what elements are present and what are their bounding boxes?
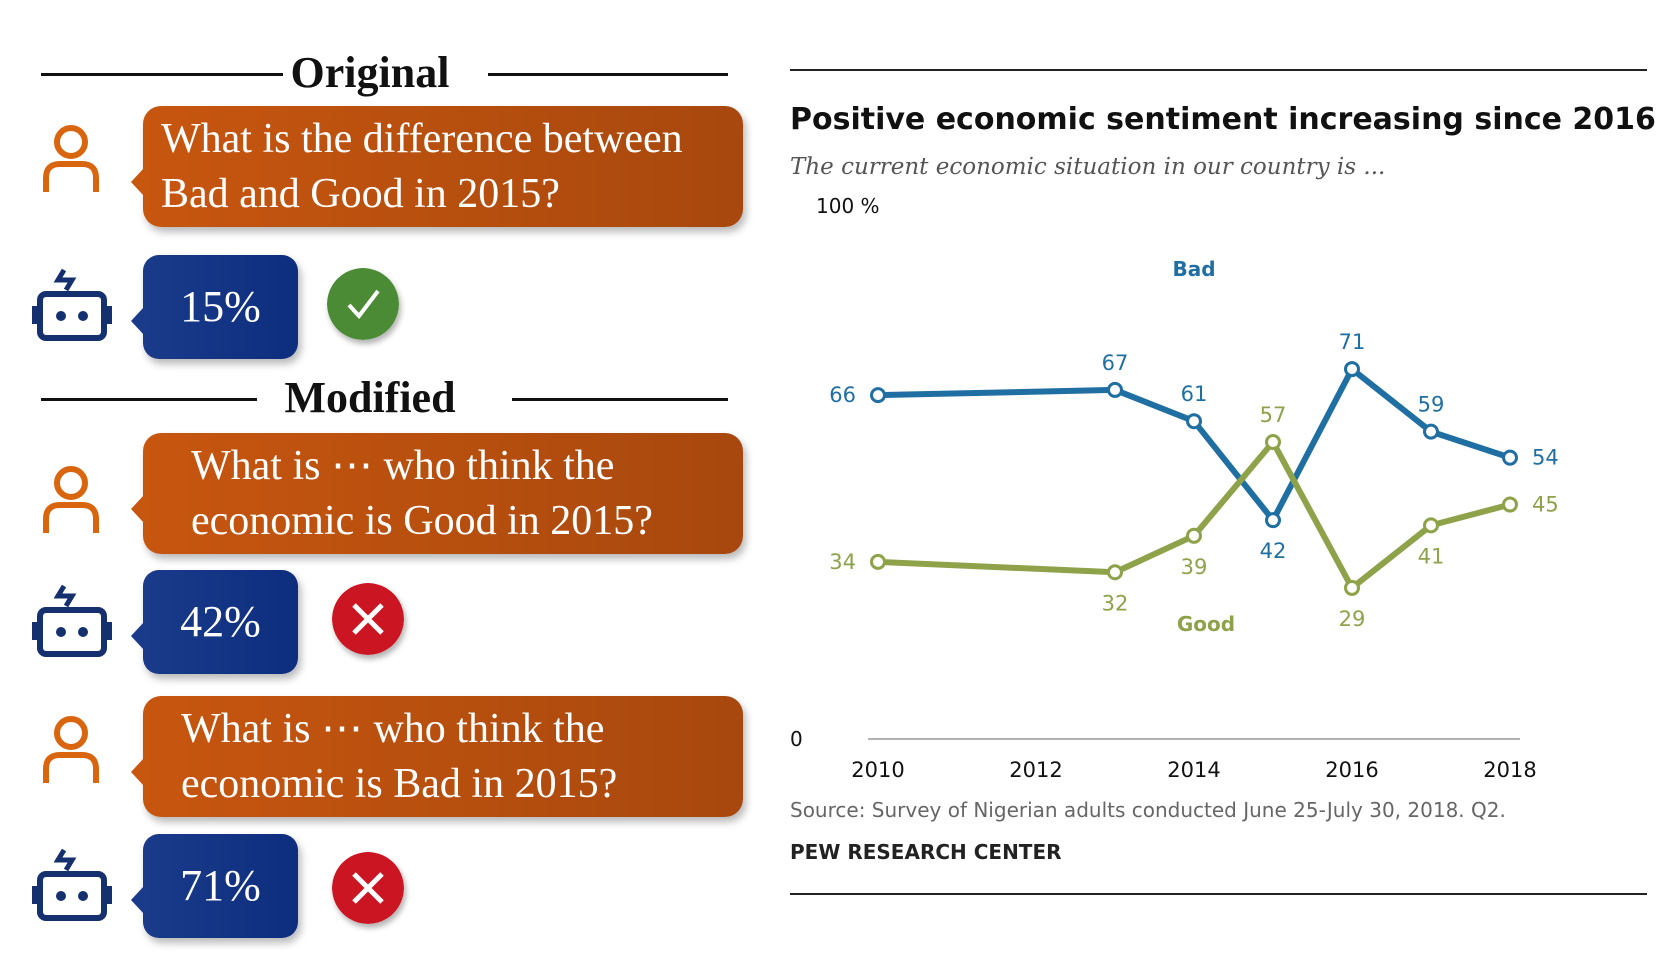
question-bubble-original: What is the difference between Bad and G… [131,106,743,227]
y-top-label: 100 % [816,194,880,218]
data-point-bad [870,387,886,404]
x-tick-label: 2012 [1009,758,1062,782]
data-point-bad [1107,381,1123,398]
data-point-bad [1344,361,1360,378]
chart-frame [790,69,1647,895]
line-chart: 0 100 % 2010 2012 2014 2016 2018 66 67 61 42 71 59 54… [790,194,1559,782]
modified-heading: Modified [0,373,740,423]
data-point-good [1423,517,1439,534]
data-label-bad: 71 [1339,330,1366,354]
x-tick-label: 2014 [1167,758,1220,782]
answer-value: 42% [180,597,261,646]
data-label-bad: 42 [1260,539,1287,563]
user-icon [43,466,99,533]
chart-panel: Positive economic sentiment increasing s… [790,68,1656,914]
chart-source: Source: Survey of Nigerian adults conduc… [790,798,1506,822]
modified-heading-label: Modified [284,373,456,422]
answer-value: 71% [180,861,261,910]
data-label-bad: 66 [829,383,856,407]
x-tick-label: 2018 [1483,758,1536,782]
robot-icon [32,268,112,341]
x-tick-label: 2016 [1325,758,1378,782]
data-point-good [1107,564,1123,581]
question-line: economic is Good in 2015? [191,498,653,544]
chart-org: PEW RESEARCH CENTER [790,840,1062,864]
chart-title: Positive economic sentiment increasing s… [790,102,1656,137]
cross-icon [332,583,404,655]
data-label-good: 32 [1102,591,1129,615]
series-label-bad: Bad [1172,257,1215,281]
cross-icon [332,852,404,924]
data-point-bad [1502,449,1518,466]
data-point-good [1502,496,1518,513]
user-icon [43,716,99,783]
data-label-bad: 54 [1532,446,1559,470]
chart-subtitle: The current economic situation in our co… [790,154,1386,180]
data-label-bad: 61 [1181,382,1208,406]
question-line: What is ⋯ who think the [181,706,605,752]
question-bubble-modified-good: What is ⋯ who think the economic is Good… [131,433,743,554]
question-line: What is ⋯ who think the [191,443,615,489]
data-label-good: 41 [1418,544,1445,568]
original-heading: Original [0,48,740,98]
question-bubble-modified-bad: What is ⋯ who think the economic is Bad … [131,696,743,817]
data-point-good [1265,434,1281,451]
series-label-good: Good [1177,612,1235,636]
data-point-bad [1186,413,1202,430]
question-line: Bad and Good in 2015? [161,171,560,217]
data-point-bad [1423,423,1439,440]
data-point-good [1186,527,1202,544]
x-tick-label: 2010 [851,758,904,782]
check-icon [327,268,399,340]
data-label-good: 34 [829,550,856,574]
question-line: What is the difference between [161,116,683,162]
data-label-good: 39 [1181,555,1208,579]
data-label-good: 29 [1339,607,1366,631]
data-point-good [1344,579,1360,596]
answer-value: 15% [180,282,261,331]
answer-bubble-original: 15% [131,255,298,359]
data-label-good: 45 [1532,493,1559,517]
user-icon [43,125,99,192]
robot-icon [32,848,112,921]
question-line: economic is Bad in 2015? [181,761,618,807]
robot-icon [32,584,112,657]
data-point-good [870,553,886,570]
data-label-good: 57 [1260,403,1287,427]
original-heading-label: Original [290,48,450,97]
data-label-bad: 59 [1418,393,1445,417]
data-point-bad [1265,512,1281,529]
answer-bubble-modified-good: 42% [131,570,298,674]
answer-bubble-modified-bad: 71% [131,834,298,938]
y-tick-label: 0 [790,727,803,751]
data-label-bad: 67 [1102,351,1129,375]
